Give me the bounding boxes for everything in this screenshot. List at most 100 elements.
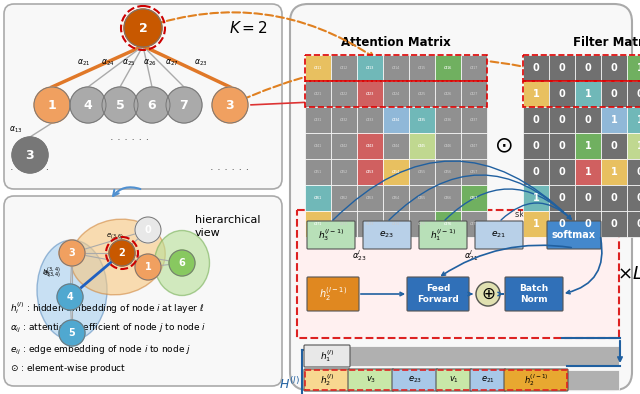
Bar [383,159,409,185]
Text: $\alpha_{26}$: $\alpha_{26}$ [143,57,156,68]
Bar [549,133,575,159]
Text: Batch
Norm: Batch Norm [520,284,548,304]
Text: $\alpha_{27}$: $\alpha_{27}$ [164,57,178,68]
Bar [305,107,331,133]
Text: 1: 1 [584,167,591,177]
Text: 1: 1 [145,262,152,272]
Text: 1: 1 [611,167,618,177]
Bar [305,185,331,211]
Text: $\alpha_{52}$: $\alpha_{52}$ [339,168,349,176]
Text: $\alpha_{33}$: $\alpha_{33}$ [365,116,375,124]
Bar [305,81,331,107]
Text: $\alpha_{45}$: $\alpha_{45}$ [417,142,427,150]
Text: $\alpha_{71}$: $\alpha_{71}$ [313,220,323,228]
Text: Filter Matrix: Filter Matrix [573,36,640,49]
Bar [461,185,487,211]
Bar [549,159,575,185]
Text: 2: 2 [118,248,125,258]
Circle shape [70,87,106,123]
Bar [435,211,461,237]
Bar [349,346,619,366]
Text: 0: 0 [559,115,565,125]
Bar [331,81,357,107]
Bar [627,133,640,159]
Text: $h_i^{(l)}$ : hidden embedding of node $i$ at layer $\ell$: $h_i^{(l)}$ : hidden embedding of node $… [10,300,204,316]
Text: 1: 1 [532,219,540,229]
FancyBboxPatch shape [4,4,282,189]
FancyBboxPatch shape [348,369,394,391]
Bar [575,55,601,81]
Circle shape [102,87,138,123]
Text: $\alpha_{66}$: $\alpha_{66}$ [443,194,453,202]
FancyBboxPatch shape [290,4,632,390]
Text: 0: 0 [559,219,565,229]
Text: 4: 4 [67,292,74,302]
Text: $\alpha_{51}$: $\alpha_{51}$ [313,168,323,176]
Bar [435,133,461,159]
FancyBboxPatch shape [304,369,350,391]
Text: $\alpha_{46}$: $\alpha_{46}$ [443,142,453,150]
Text: $\alpha_{27}$: $\alpha_{27}$ [469,90,479,98]
Bar [357,81,383,107]
Text: $\alpha_{44}$: $\alpha_{44}$ [391,142,401,150]
Text: 0: 0 [611,63,618,73]
Text: $\alpha_{13}$: $\alpha_{13}$ [365,64,375,72]
Bar [567,370,619,390]
FancyBboxPatch shape [363,221,411,249]
Text: $\alpha_{67}$: $\alpha_{67}$ [469,194,479,202]
Bar [627,211,640,237]
Bar [383,185,409,211]
Text: $e_{23}$: $e_{23}$ [380,230,394,240]
Text: $\alpha_{47}$: $\alpha_{47}$ [469,142,479,150]
FancyBboxPatch shape [475,221,523,249]
Circle shape [59,240,85,266]
FancyBboxPatch shape [392,369,438,391]
Text: $\alpha_{64}$: $\alpha_{64}$ [391,194,401,202]
Text: $\alpha_{21}$: $\alpha_{21}$ [77,57,90,68]
Bar [461,107,487,133]
Text: 0: 0 [145,225,152,235]
Text: $\alpha_{23}$: $\alpha_{23}$ [365,90,375,98]
Text: $\times L$: $\times L$ [617,265,640,283]
Circle shape [212,87,248,123]
Text: 1: 1 [584,89,591,99]
Text: $e_{23}$: $e_{23}$ [408,375,422,385]
Bar [409,159,435,185]
Text: $e_{21}$: $e_{21}$ [492,230,506,240]
Bar [409,107,435,133]
Bar [331,133,357,159]
Text: $\alpha_{11}$: $\alpha_{11}$ [313,64,323,72]
Text: 0: 0 [611,219,618,229]
Bar [357,133,383,159]
Text: $\alpha_{75}$: $\alpha_{75}$ [417,220,427,228]
Text: $\alpha_{61}$: $\alpha_{61}$ [313,194,323,202]
Text: softmax: softmax [552,230,596,240]
Ellipse shape [154,230,209,296]
Text: 1: 1 [532,193,540,203]
Text: $\alpha_{55}$: $\alpha_{55}$ [417,168,427,176]
Bar [297,210,619,338]
Text: $\alpha_{12}$: $\alpha_{12}$ [339,64,349,72]
Circle shape [12,137,48,173]
Text: $\alpha_{23}$: $\alpha_{23}$ [194,57,207,68]
Circle shape [57,284,83,310]
Bar [383,107,409,133]
Bar [383,81,409,107]
Text: $\alpha_{36}$: $\alpha_{36}$ [443,116,453,124]
Bar [549,211,575,237]
Text: · · · · · ·: · · · · · · [10,165,50,175]
Bar [627,185,640,211]
Text: $\oplus$: $\oplus$ [481,285,495,303]
Text: $h_2^{(l-1)}$: $h_2^{(l-1)}$ [319,285,347,303]
Circle shape [134,87,170,123]
Text: 0: 0 [532,115,540,125]
Text: $\alpha_{53}$: $\alpha_{53}$ [365,168,375,176]
FancyBboxPatch shape [304,345,350,367]
Text: hierarchical: hierarchical [195,215,260,225]
Text: 0: 0 [559,141,565,151]
Bar [627,81,640,107]
Text: $\alpha_{63}$: $\alpha_{63}$ [365,194,375,202]
Text: 0: 0 [637,167,640,177]
Text: $H^{(l)}$: $H^{(l)}$ [279,376,300,392]
Bar [331,185,357,211]
